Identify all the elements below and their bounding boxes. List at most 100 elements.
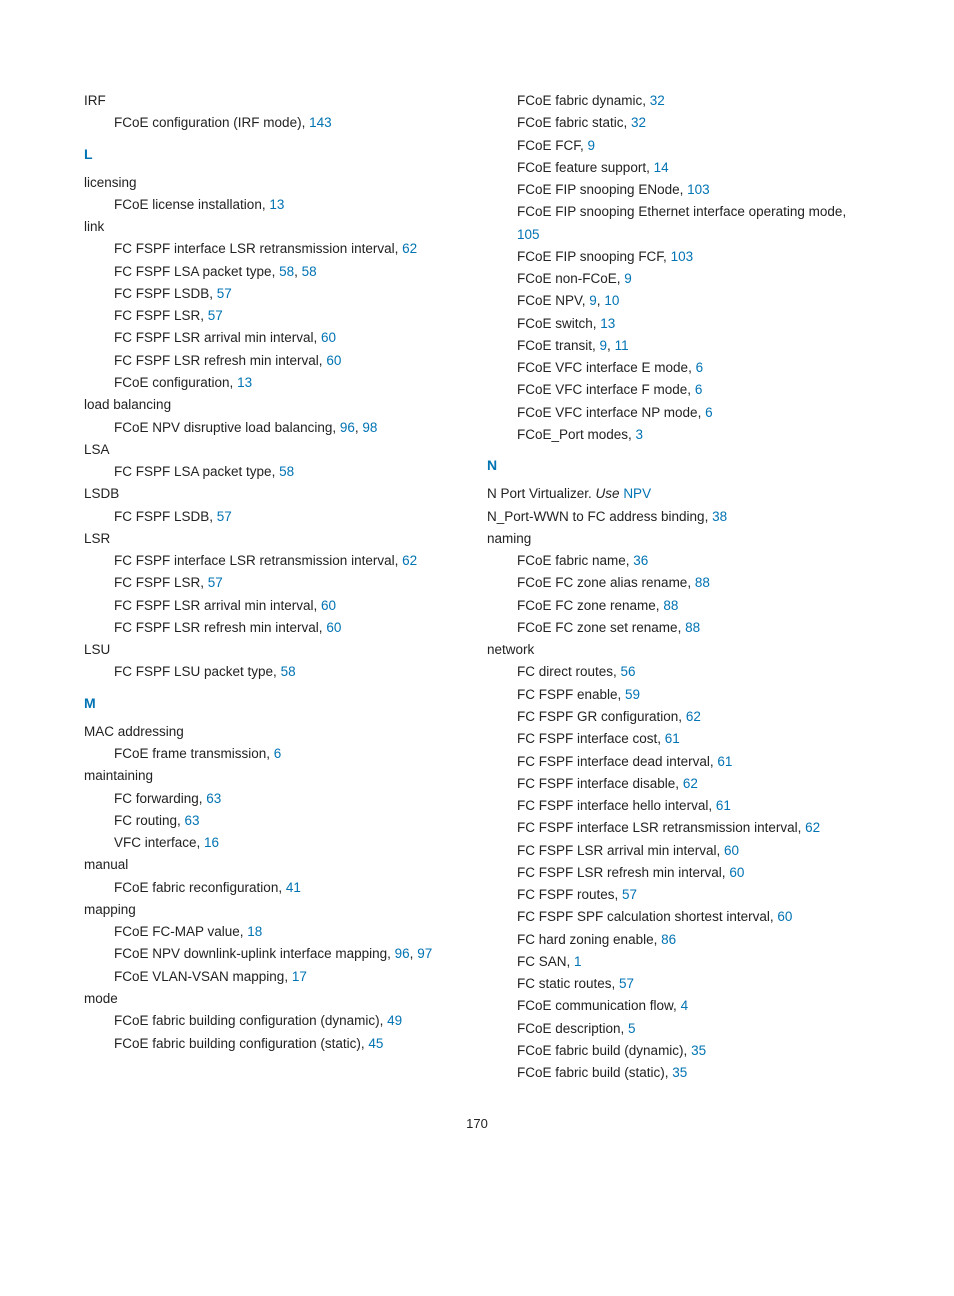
page-link[interactable]: 58 [279,264,294,279]
page-link[interactable]: 97 [417,946,432,961]
index-subentry: FC SAN, 1 [487,951,870,973]
page-link[interactable]: 88 [663,598,678,613]
page-link[interactable]: 58 [279,464,294,479]
page-link[interactable]: 9 [589,293,597,308]
page-link[interactable]: 32 [650,93,665,108]
index-term: LSDB [84,483,467,505]
page-link[interactable]: 9 [600,338,608,353]
index-letter: L [84,143,467,166]
page-link[interactable]: 10 [604,293,619,308]
index-subentry: FCoE FC zone alias rename, 88 [487,572,870,594]
page-link[interactable]: 5 [628,1021,636,1036]
page-link[interactable]: 4 [681,998,689,1013]
page-link[interactable]: 60 [321,598,336,613]
page-link[interactable]: 86 [661,932,676,947]
page-link[interactable]: 58 [302,264,317,279]
page-link[interactable]: 57 [208,575,223,590]
page-link[interactable]: 60 [724,843,739,858]
page-link[interactable]: 13 [269,197,284,212]
page-link[interactable]: 18 [247,924,262,939]
page-link[interactable]: 57 [217,286,232,301]
page-link[interactable]: 88 [685,620,700,635]
page-link[interactable]: 60 [321,330,336,345]
page-link[interactable]: 62 [683,776,698,791]
index-letter: N [487,454,870,477]
index-term: N_Port-WWN to FC address binding, 38 [487,506,870,528]
page-link[interactable]: 103 [687,182,710,197]
page-link[interactable]: 62 [686,709,701,724]
page-link[interactable]: 60 [729,865,744,880]
page-link[interactable]: 103 [671,249,694,264]
index-term: mapping [84,899,467,921]
page-link[interactable]: 6 [695,382,703,397]
index-subentry: FC FSPF LSA packet type, 58, 58 [84,261,467,283]
page-link[interactable]: 57 [619,976,634,991]
index-subentry: FC FSPF interface LSR retransmission int… [487,817,870,839]
page-link[interactable]: 17 [292,969,307,984]
page-link[interactable]: 57 [217,509,232,524]
page-link[interactable]: 9 [588,138,596,153]
page-link[interactable]: 41 [286,880,301,895]
page-link[interactable]: 88 [695,575,710,590]
page-link[interactable]: 62 [805,820,820,835]
page-link[interactable]: 57 [208,308,223,323]
page-link[interactable]: 58 [281,664,296,679]
page-link[interactable]: 13 [600,316,615,331]
page-link[interactable]: 105 [517,227,540,242]
page-link[interactable]: 96 [395,946,410,961]
page-link[interactable]: 61 [717,754,732,769]
page-link[interactable]: 13 [237,375,252,390]
index-subentry: FCoE fabric dynamic, 32 [487,90,870,112]
page-link[interactable]: 62 [402,241,417,256]
page-link[interactable]: 98 [362,420,377,435]
index-subentry: FCoE fabric building configuration (stat… [84,1033,467,1055]
index-subentry: FCoE FC zone rename, 88 [487,595,870,617]
index-subentry: VFC interface, 16 [84,832,467,854]
page-link[interactable]: 36 [633,553,648,568]
page-link[interactable]: 6 [696,360,704,375]
page-link[interactable]: 6 [274,746,282,761]
page-link[interactable]: 60 [326,620,341,635]
page-link[interactable]: 61 [665,731,680,746]
page-link[interactable]: 63 [206,791,221,806]
index-subentry: FC FSPF LSR refresh min interval, 60 [84,617,467,639]
index-subentry: FCoE non-FCoE, 9 [487,268,870,290]
index-subentry: FCoE switch, 13 [487,313,870,335]
page-link[interactable]: 63 [185,813,200,828]
page-link[interactable]: 60 [777,909,792,924]
page-link[interactable]: 9 [624,271,632,286]
page-link[interactable]: 57 [622,887,637,902]
index-subentry: FC FSPF interface LSR retransmission int… [84,238,467,260]
index-subentry: FC FSPF interface hello interval, 61 [487,795,870,817]
page-link[interactable]: 143 [309,115,332,130]
index-subentry: FC FSPF LSR refresh min interval, 60 [487,862,870,884]
page-number: 170 [84,1113,870,1134]
page-link[interactable]: 60 [326,353,341,368]
page-link[interactable]: 11 [615,338,629,353]
page-link[interactable]: 96 [340,420,355,435]
page-link[interactable]: 3 [636,427,644,442]
page-link[interactable]: 49 [387,1013,402,1028]
index-subentry: FC FSPF LSR arrival min interval, 60 [84,327,467,349]
page-link[interactable]: 6 [705,405,713,420]
index-subentry: FCoE transit, 9, 11 [487,335,870,357]
index-subentry: FC FSPF interface dead interval, 61 [487,751,870,773]
index-subentry: FCoE fabric name, 36 [487,550,870,572]
index-subentry: FC FSPF LSDB, 57 [84,506,467,528]
page-link[interactable]: 1 [574,954,582,969]
page-link[interactable]: 56 [621,664,636,679]
page-link[interactable]: 16 [204,835,219,850]
page-link[interactable]: NPV [623,486,651,501]
page-link[interactable]: 32 [631,115,646,130]
page-link[interactable]: 62 [402,553,417,568]
page-link[interactable]: 61 [716,798,731,813]
index-subentry: FCoE feature support, 14 [487,157,870,179]
page-link[interactable]: 38 [712,509,727,524]
page-link[interactable]: 45 [368,1036,383,1051]
page-link[interactable]: 35 [672,1065,687,1080]
page-link[interactable]: 14 [654,160,669,175]
index-subentry: FCoE configuration, 13 [84,372,467,394]
index-subentry: FC FSPF LSR, 57 [84,572,467,594]
page-link[interactable]: 59 [625,687,640,702]
page-link[interactable]: 35 [691,1043,706,1058]
